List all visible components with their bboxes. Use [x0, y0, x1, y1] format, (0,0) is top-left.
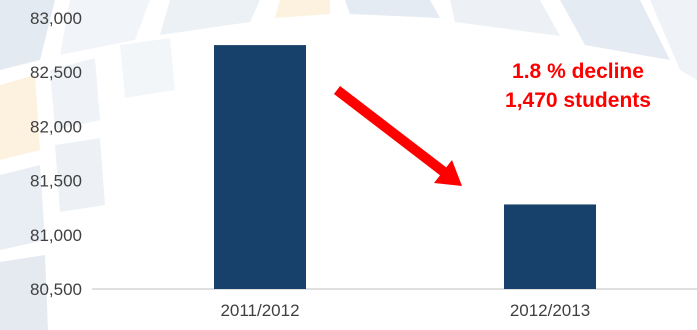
x-tick-label: 2012/2013 [510, 301, 590, 320]
annotation-decline-percent: 1.8 % decline [512, 60, 644, 83]
y-tick-label: 82,500 [30, 63, 82, 82]
bar-2012-2013 [504, 204, 596, 289]
y-tick-label: 81,000 [30, 226, 82, 245]
y-tick-label: 83,000 [30, 9, 82, 28]
y-tick-label: 80,500 [30, 280, 82, 299]
x-tick-label: 2011/2012 [220, 301, 299, 320]
decline-arrow-shaft [333, 86, 448, 176]
annotation-decline-students: 1,470 students [505, 89, 651, 112]
bar-2011-2012 [214, 45, 306, 289]
decline-arrow-head [434, 160, 462, 186]
y-tick-label: 81,500 [30, 172, 82, 191]
y-tick-label: 82,000 [30, 117, 82, 136]
